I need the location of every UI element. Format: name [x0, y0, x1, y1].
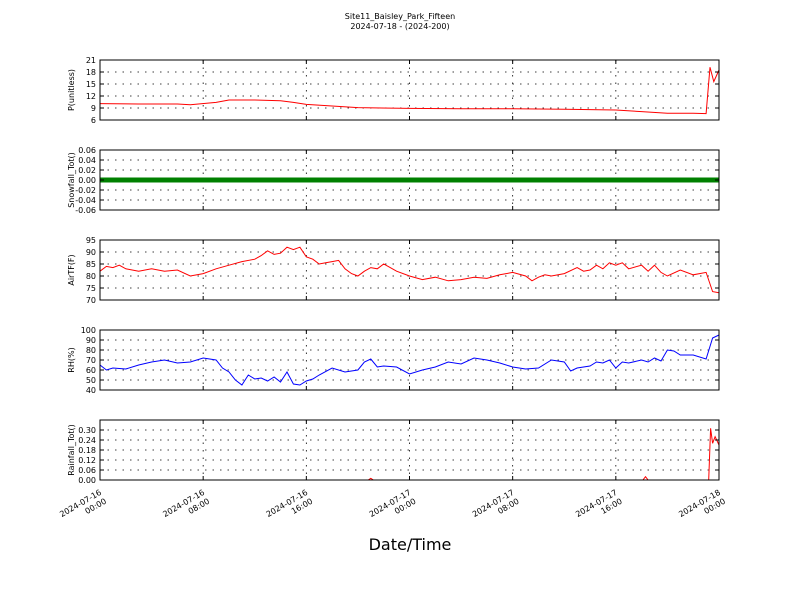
panel-4-ytick-label-4: 80 — [86, 346, 96, 355]
panel-5-ytick-label-4: 0.24 — [78, 436, 96, 445]
panel-3-ytick-label-0: 70 — [86, 296, 96, 305]
panel-1-ytick-label-1: 9 — [91, 104, 96, 113]
panel-2: -0.06-0.04-0.020.000.020.040.06Snowfall_… — [67, 146, 720, 215]
panel-3-ytick-label-4: 90 — [86, 248, 96, 257]
panel-4-ytick-label-0: 40 — [86, 386, 96, 395]
panel-2-ytick-label-4: 0.02 — [78, 166, 96, 175]
panel-4-ytick-label-3: 70 — [86, 356, 96, 365]
x-axis-label: Date/Time — [369, 535, 452, 554]
x-tick-label-4: 2024-07-1708:00 — [471, 488, 521, 528]
panel-1-ytick-label-0: 6 — [91, 116, 96, 125]
panel-2-ylabel: Snowfall_Tot() — [67, 152, 76, 208]
panel-3-ytick-label-1: 75 — [86, 284, 96, 293]
panel-3-ytick-label-3: 85 — [86, 260, 96, 269]
series-4-line — [99, 334, 720, 386]
panel-3-ytick-label-5: 95 — [86, 236, 96, 245]
x-tick-label-0: 2024-07-1600:00 — [58, 488, 108, 528]
panel-3: 70 75 80 85 90 95 AirTF(F) — [67, 236, 720, 305]
panel-4-ylabel: RH(%) — [67, 347, 76, 372]
chart-title-line-1: Site11_Baisley_Park_Fifteen — [345, 12, 455, 21]
panel-5-ytick-label-0: 0.00 — [78, 476, 96, 485]
panel-3-ytick-label-2: 80 — [86, 272, 96, 281]
panel-2-ytick-label-1: -0.04 — [75, 196, 96, 205]
panel-5-ytick-label-5: 0.30 — [78, 426, 96, 435]
panel-4-ytick-label-2: 60 — [86, 366, 96, 375]
panel-2-ytick-label-0: -0.06 — [75, 206, 96, 215]
panel-5-ytick-label-3: 0.18 — [78, 446, 96, 455]
panel-1-ytick-label-2: 12 — [86, 92, 96, 101]
panel-2-ytick-label-2: -0.02 — [75, 186, 96, 195]
panel-1: 6 9 12 15 18 21 P(unitless) — [67, 56, 720, 125]
panel-4-ytick-label-1: 50 — [86, 376, 96, 385]
x-tick-label-1: 2024-07-1608:00 — [161, 488, 211, 528]
x-tick-label-2: 2024-07-1616:00 — [265, 488, 315, 528]
panel-1-ytick-label-5: 21 — [86, 56, 96, 65]
x-tick-label-5: 2024-07-1716:00 — [574, 488, 624, 528]
chart-title-line-2: 2024-07-18 - (2024-200) — [350, 22, 449, 31]
panel-4-ytick-label-5: 90 — [86, 336, 96, 345]
series-3-line — [99, 246, 720, 294]
panel-5-ytick-label-2: 0.12 — [78, 456, 96, 465]
panel-1-ytick-label-3: 15 — [86, 80, 96, 89]
series-1-line — [99, 67, 720, 115]
panel-2-ytick-label-6: 0.06 — [78, 146, 96, 155]
panel-1-ylabel: P(unitless) — [67, 69, 76, 111]
panel-1-ytick-label-4: 18 — [86, 68, 96, 77]
panel-2-ytick-label-3: 0.00 — [78, 176, 96, 185]
x-tick-label-6: 2024-07-1800:00 — [677, 488, 727, 528]
series-5-line — [100, 428, 720, 481]
panel-2-ytick-label-5: 0.04 — [78, 156, 96, 165]
panel-3-ylabel: AirTF(F) — [67, 254, 76, 285]
panel-4-ytick-label-6: 100 — [81, 326, 96, 335]
panel-5-ylabel: Rainfall_Tot() — [67, 424, 76, 476]
panel-5-ytick-label-1: 0.06 — [78, 466, 96, 475]
x-tick-label-3: 2024-07-1700:00 — [368, 488, 418, 528]
